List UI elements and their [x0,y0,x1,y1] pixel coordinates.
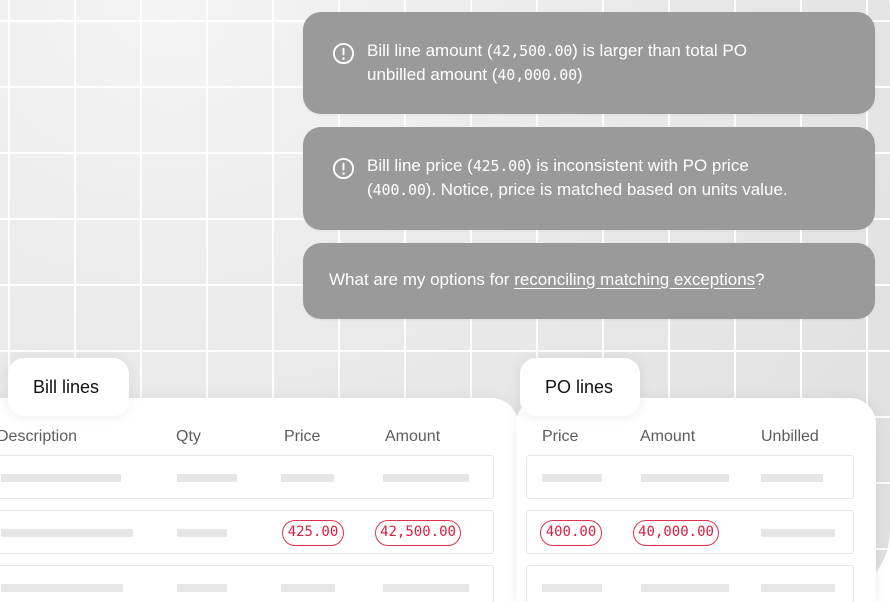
placeholder-bar [1,529,133,537]
alert-po-unbilled: 40,000.00 [497,66,577,84]
flagged-bill-price: 425.00 [282,520,344,546]
flagged-po-amount: 40,000.00 [633,520,719,546]
table-row[interactable] [0,565,494,602]
column-header-qty: Qty [176,428,201,445]
placeholder-bar [177,474,237,482]
alert-price-inconsistent: Bill line price (425.00) is inconsistent… [303,127,875,230]
placeholder-bar [177,584,227,592]
placeholder-bar [761,529,835,537]
exclamation-circle-icon [332,157,355,180]
table-row[interactable] [526,455,854,499]
alert-bill-price: 425.00 [472,157,526,175]
placeholder-bar [542,584,602,592]
alert-amount-exceeds-unbilled: Bill line amount (42,500.00) is larger t… [303,12,875,114]
placeholder-bar [1,474,121,482]
column-header-unbilled: Unbilled [761,428,819,445]
placeholder-bar [383,584,469,592]
table-row[interactable] [0,455,494,499]
question-bubble[interactable]: What are my options for reconciling matc… [303,243,875,319]
alert-text-line-2: unbilled amount (40,000.00) [367,65,583,84]
placeholder-bar [281,584,335,592]
placeholder-bar [641,584,729,592]
column-header-price: Price [284,428,321,445]
column-header-po-price: Price [542,428,579,445]
column-header-po-amount: Amount [640,428,696,445]
alert-text-line-1: Bill line amount (42,500.00) is larger t… [367,41,747,60]
po-lines-tab[interactable]: PO lines [520,358,640,416]
alert-bill-amount: 42,500.00 [492,42,573,60]
flagged-bill-amount: 42,500.00 [375,520,461,546]
alert-text-line-2: (400.00). Notice, price is matched based… [367,180,788,199]
placeholder-bar [383,474,469,482]
table-row[interactable] [526,565,854,602]
reconciling-exceptions-link[interactable]: reconciling matching exceptions [514,270,756,289]
placeholder-bar [542,474,602,482]
exclamation-circle-icon [332,42,355,65]
placeholder-bar [761,474,823,482]
placeholder-bar [761,584,835,592]
table-row-flagged[interactable] [0,510,494,554]
placeholder-bar [177,529,227,537]
column-header-amount: Amount [385,428,441,445]
placeholder-bar [641,474,729,482]
bill-lines-tab[interactable]: Bill lines [8,358,129,416]
column-header-description: Description [0,428,78,445]
alert-text-line-1: Bill line price (425.00) is inconsistent… [367,156,749,175]
placeholder-bar [1,584,123,592]
flagged-po-price: 400.00 [540,520,602,546]
alert-po-price: 400.00 [372,181,426,199]
placeholder-bar [281,474,334,482]
